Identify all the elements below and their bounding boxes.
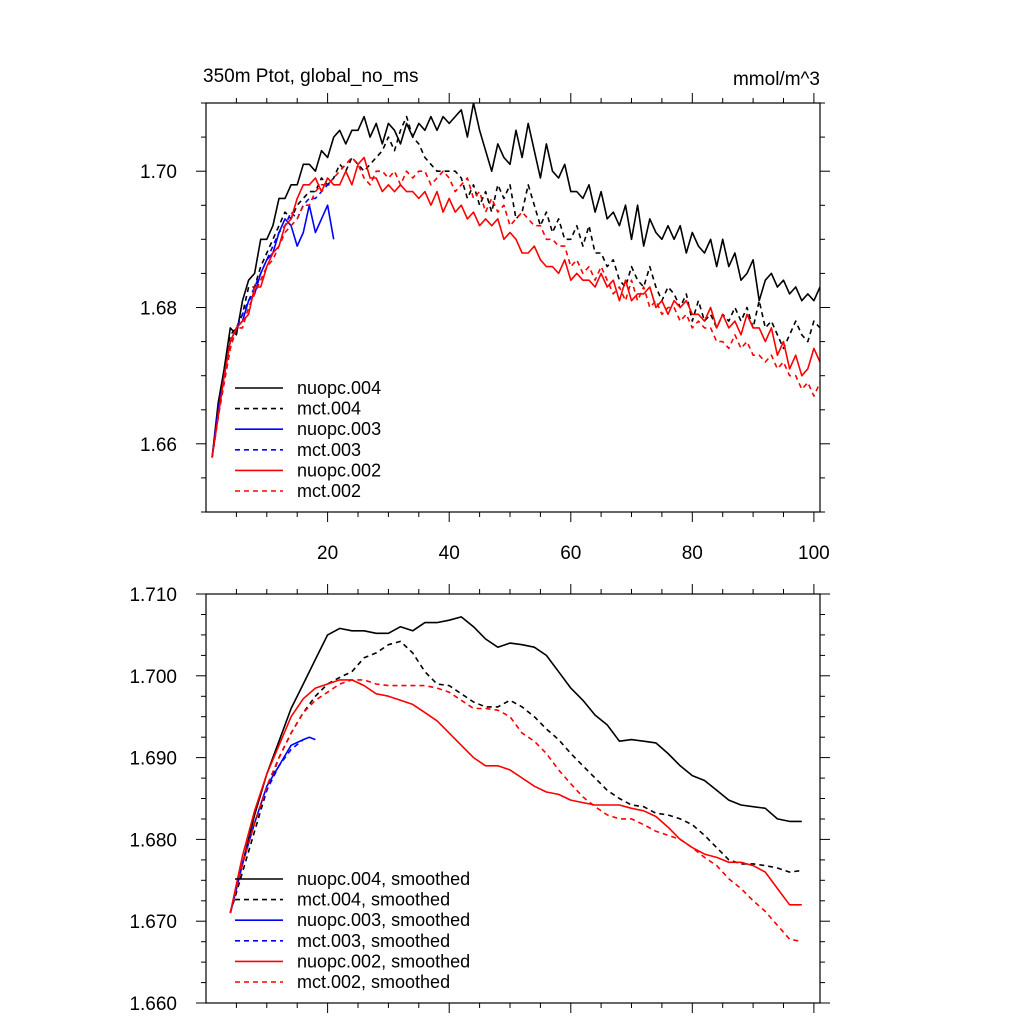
series-line-nuopc-004 [211,103,820,458]
y-tick-label: 1.670 [129,912,177,933]
chart-panel-bottom: 1.660 1.670 1.680 1.690 1.700 1.710 nuopc.004… [129,584,830,1015]
legend-label: mct.002 [297,481,361,501]
y-tick-label: 1.68 [140,299,177,320]
legend-label: nuopc.002, smoothed [297,951,470,971]
y-tick-label: 1.710 [129,585,177,606]
legend-label: mct.004 [297,399,361,419]
legend-label: nuopc.003 [297,419,381,439]
legend-label: nuopc.003, smoothed [297,910,470,930]
y-tick-label: 1.700 [129,667,177,688]
legend: nuopc.004mct.004nuopc.003mct.003nuopc.00… [235,378,381,501]
y-tick-label: 1.70 [140,162,177,183]
y-tick-label: 1.66 [140,435,177,456]
legend-label: nuopc.002 [297,460,381,480]
y-tick-label: 1.680 [129,830,177,851]
legend-label: nuopc.004 [297,378,381,398]
series-line-mct-003-smoothed [229,738,304,914]
x-tick-label: 40 [439,543,460,564]
x-axis [235,584,815,1013]
chart-panel-top: 350m Ptot, global_no_ms mmol/m^3 20 40 60 8… [140,66,830,564]
y-axis: 1.660 1.670 1.680 1.690 1.700 1.710 [129,585,830,1015]
chart-units: mmol/m^3 [733,69,820,90]
series-line-mct-004-smoothed [229,640,802,914]
series-line-nuopc-002-smoothed [229,679,802,914]
series-line-nuopc-002 [211,156,820,458]
legend-label: mct.002, smoothed [297,972,450,992]
x-tick-label: 80 [682,543,703,564]
plot-area [229,616,802,943]
x-tick-label: 100 [798,543,830,564]
chart-title: 350m Ptot, global_no_ms [203,66,418,87]
x-tick-label: 20 [317,543,338,564]
y-tick-label: 1.690 [129,749,177,770]
legend-label: mct.003, smoothed [297,931,450,951]
legend-label: mct.003 [297,440,361,460]
legend-label: mct.004, smoothed [297,890,450,910]
series-line-mct-002 [211,156,820,458]
plot-area [211,103,820,458]
x-tick-label: 60 [560,543,581,564]
legend-label: nuopc.004, smoothed [297,869,470,889]
y-axis: 1.66 1.68 1.70 [140,102,830,513]
x-axis: 20 40 60 80 100 [235,93,830,564]
series-line-mct-002-smoothed [229,679,802,943]
series-line-nuopc-004-smoothed [229,616,802,914]
y-tick-label: 1.660 [129,994,177,1015]
